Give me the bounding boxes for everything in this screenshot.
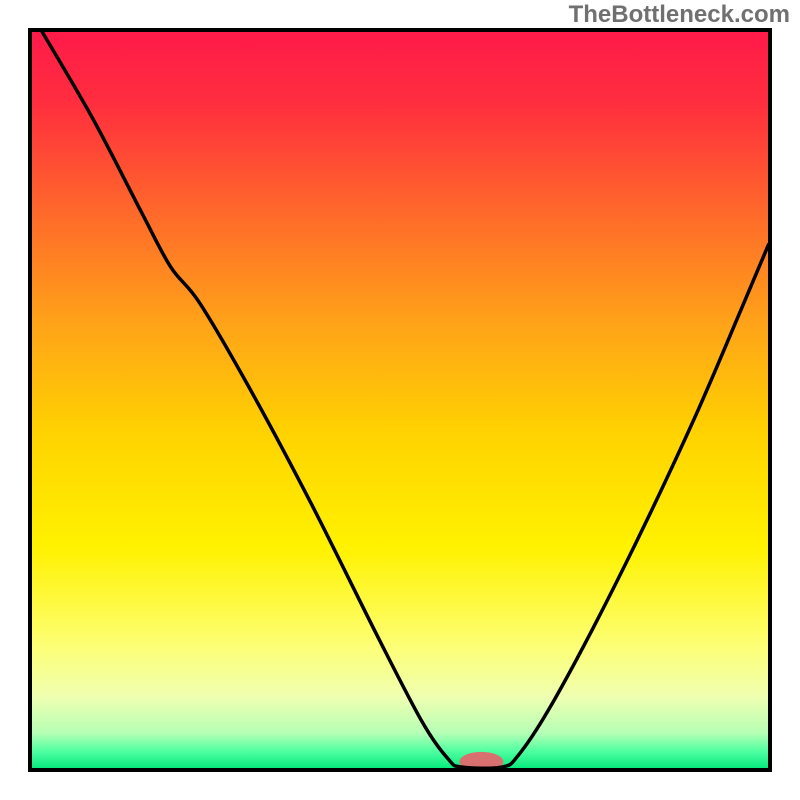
chart-container: TheBottleneck.com (0, 0, 800, 800)
watermark: TheBottleneck.com (569, 1, 790, 28)
bottleneck-chart: TheBottleneck.com (0, 0, 800, 800)
heatmap-background (30, 30, 770, 770)
